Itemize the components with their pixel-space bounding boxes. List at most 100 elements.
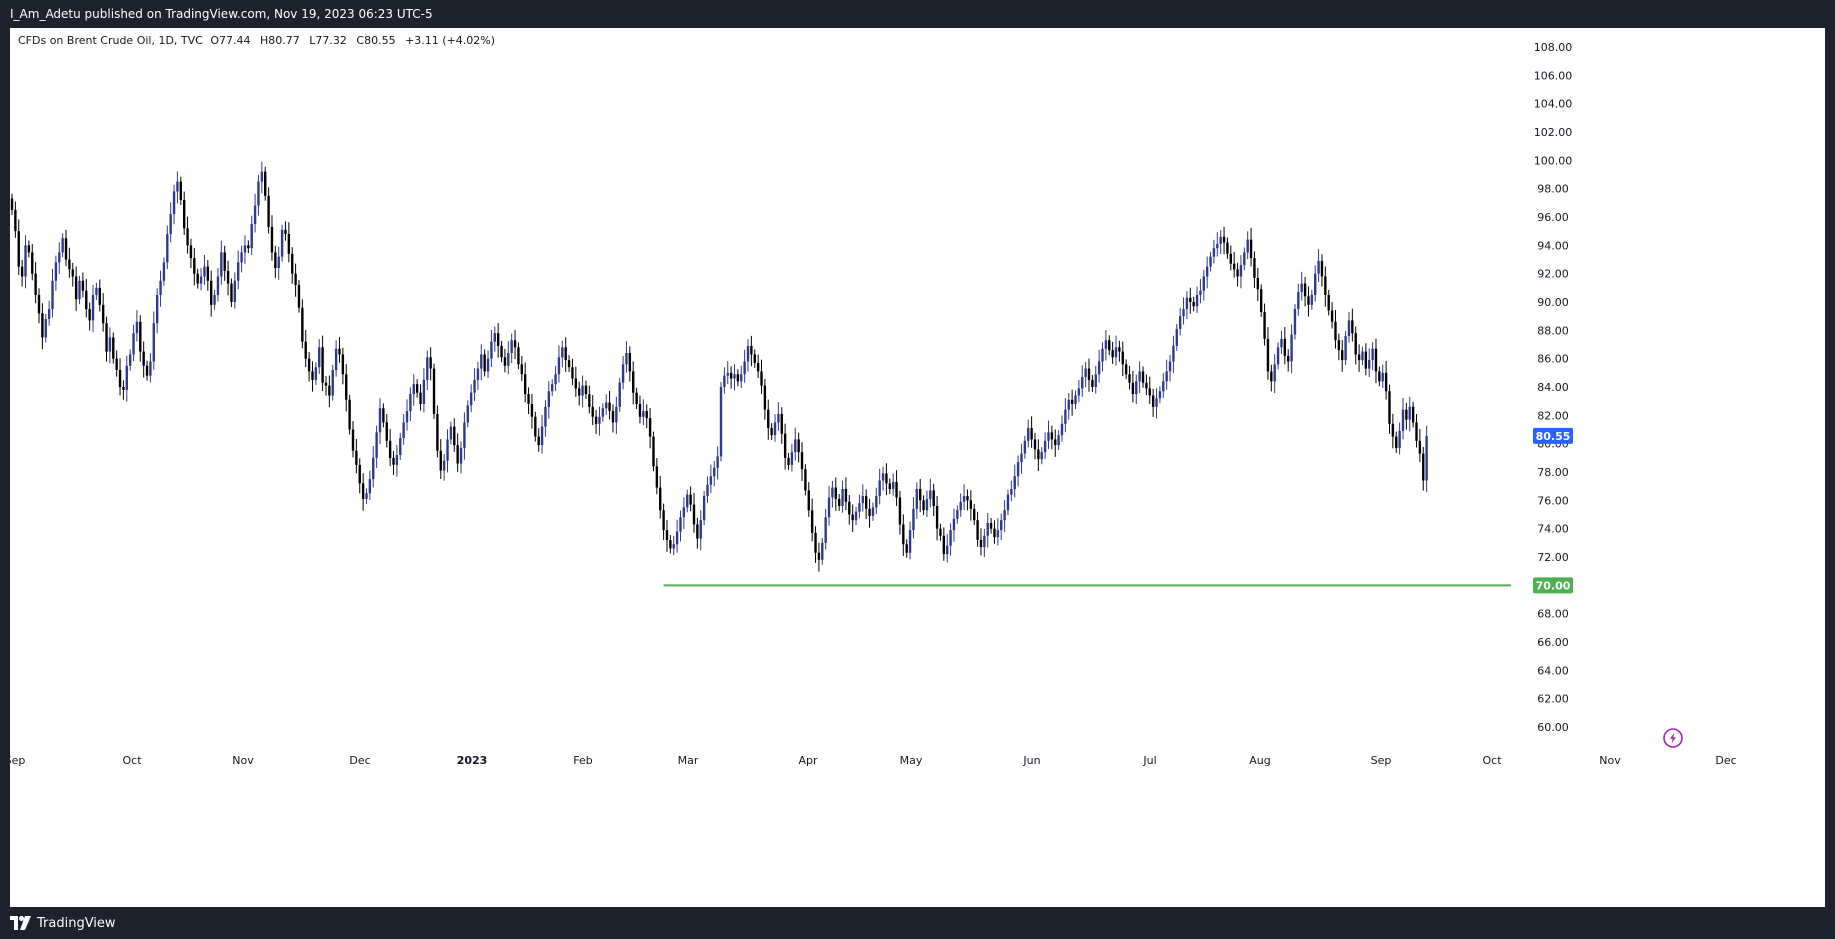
candle [1141, 366, 1145, 388]
candle-body [1131, 382, 1135, 395]
candle [837, 493, 841, 511]
candle [1128, 365, 1131, 390]
candle-body [665, 530, 669, 540]
candle-body [439, 450, 442, 471]
candle-body [307, 358, 311, 372]
price-tick-label: 100.00 [1534, 154, 1573, 167]
candle-body [507, 353, 510, 366]
candle-body [88, 309, 91, 321]
candle [976, 511, 979, 547]
candle-body [1013, 476, 1016, 489]
candle [122, 380, 125, 400]
candle [213, 289, 216, 310]
candle [1307, 286, 1310, 317]
tradingview-logo-icon[interactable] [10, 916, 32, 930]
candle [186, 216, 189, 254]
candle-body [91, 294, 95, 321]
candle-body [547, 391, 551, 407]
candlestick-chart[interactable]: 108.00 106.00 104.00 102.00 100.00 98.00 96.00… [10, 28, 1825, 907]
candle [1418, 429, 1422, 462]
time-tick-label: Feb [573, 754, 592, 767]
candle [1378, 366, 1381, 387]
candle-body [503, 357, 507, 366]
candle [1374, 338, 1378, 384]
candle-body [1378, 371, 1381, 382]
candle-body [642, 411, 645, 417]
candle-body [122, 387, 125, 390]
footer-brand[interactable]: TradingView [37, 915, 116, 931]
candle-body [861, 496, 864, 504]
candle-body [1293, 309, 1297, 335]
candle-body [723, 375, 726, 387]
candle-body [1276, 347, 1280, 365]
candle [827, 485, 831, 526]
candle [554, 365, 557, 391]
candle-body [1016, 462, 1020, 477]
candle [405, 399, 409, 431]
candle-body [1151, 395, 1155, 407]
candle-body [598, 416, 601, 424]
candle-body [959, 501, 962, 511]
candle-body [1401, 409, 1405, 431]
candle [773, 414, 777, 442]
candle [743, 349, 746, 383]
candle [115, 350, 118, 377]
candle [973, 503, 976, 526]
candle-body [196, 273, 199, 284]
candle [659, 475, 662, 519]
candle-body [1209, 256, 1212, 267]
candle-body [1330, 310, 1334, 322]
candle [1422, 446, 1425, 491]
candle [459, 441, 463, 474]
candle-body [1222, 236, 1226, 243]
candle [787, 452, 790, 470]
candle-body [1243, 252, 1246, 266]
candle [581, 375, 584, 408]
candle [523, 362, 527, 403]
candle-body [159, 280, 162, 295]
support-price-label-bg [1533, 577, 1573, 594]
candle-body [740, 374, 743, 382]
candle [564, 337, 567, 372]
candle-body [831, 487, 834, 498]
candle [311, 361, 314, 392]
candle-body [834, 487, 837, 499]
lightning-icon[interactable] [1663, 728, 1683, 748]
candle [1121, 341, 1124, 377]
candle-body [1395, 436, 1398, 448]
candle [648, 408, 652, 449]
candle [1259, 284, 1263, 317]
candle-body [331, 370, 334, 396]
candle [716, 446, 719, 480]
candle-body [1226, 242, 1229, 254]
candle [686, 489, 689, 513]
candle [1287, 349, 1290, 372]
candle [527, 387, 530, 415]
candle-body [1344, 336, 1347, 361]
candle-body [51, 280, 54, 310]
chart-area[interactable]: 108.00 106.00 104.00 102.00 100.00 98.00 96.00… [10, 28, 1825, 907]
candle-body [871, 507, 875, 516]
candle [1280, 330, 1283, 354]
candle [58, 242, 61, 275]
candle [878, 468, 881, 505]
candle-body [1405, 409, 1408, 420]
candle [159, 270, 162, 307]
candle-body [1259, 289, 1263, 312]
candle [88, 302, 91, 331]
candle-body [669, 540, 672, 549]
candle [949, 523, 952, 556]
candle-body [817, 552, 821, 560]
candle-body [689, 494, 692, 505]
candle [841, 480, 844, 513]
candle-body [638, 404, 642, 417]
candle-body [1232, 263, 1236, 270]
candle [31, 244, 34, 281]
candle [1027, 419, 1030, 448]
candle [1398, 422, 1401, 455]
candle [1104, 330, 1108, 361]
candle [895, 470, 898, 506]
candle [476, 361, 480, 390]
candle [1344, 331, 1347, 366]
candle [1185, 291, 1189, 320]
